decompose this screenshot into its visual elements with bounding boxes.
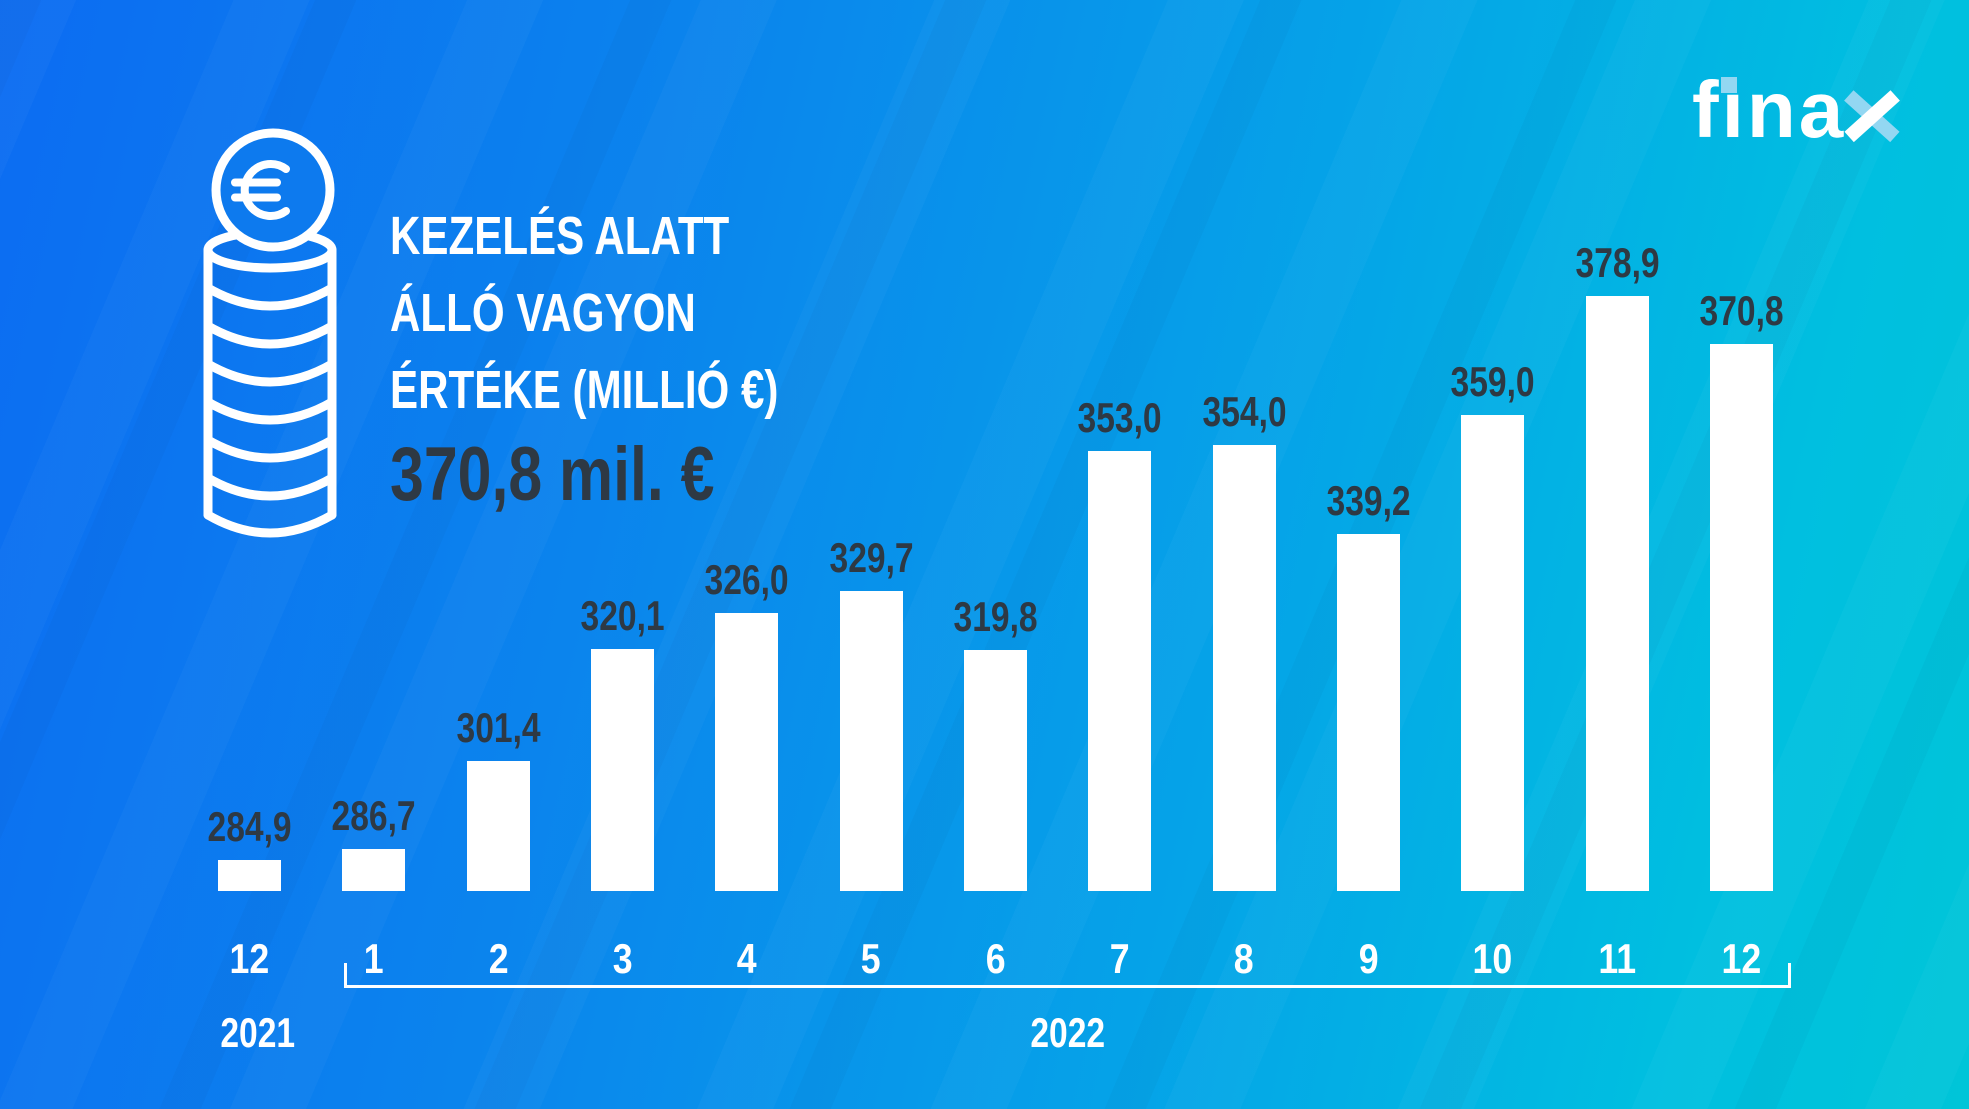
bar-value-label: 354,0 [1202,388,1287,435]
euro-coin-stack-icon [203,128,337,538]
bar-value-label: 286,7 [331,792,416,839]
bar [1461,415,1525,891]
month-axis-label: 4 [736,935,757,982]
bar [1212,445,1276,891]
bar [466,761,530,891]
month-axis-label: 12 [1721,935,1762,982]
bar [342,849,406,891]
month-axis-label: 1 [363,935,384,982]
month-axis-label: 10 [1472,935,1513,982]
bar-value-label: 329,7 [829,534,914,581]
bar-value-label: 353,0 [1077,394,1162,441]
bar [591,649,654,891]
title-line-2: ÁLLÓ VAGYON [390,283,696,343]
title-line-1: KEZELÉS ALATT [390,206,730,266]
headline-value: 370,8 mil. € [390,432,715,517]
bar [1585,296,1649,891]
bar-value-label: 284,9 [207,803,292,850]
year-label-2022: 2022 [1030,1009,1106,1056]
bar [1088,451,1152,891]
bar-value-label: 320,1 [580,592,665,639]
bar-value-label: 326,0 [704,556,789,603]
stack-bottom-arc [203,510,337,538]
bar [218,860,281,891]
bar [715,613,779,891]
bar [1710,344,1773,891]
bar [1337,534,1400,891]
stack-sides [203,245,337,520]
title-line-3: ÉRTÉKE (MILLIÓ €) [390,360,779,420]
month-axis-label: 7 [1109,935,1130,982]
month-axis-label: 5 [861,935,882,982]
bar-value-label: 370,8 [1699,287,1784,334]
month-axis-label: 8 [1234,935,1255,982]
bar-value-label: 359,0 [1450,358,1535,405]
logo-i-dot [1721,77,1737,93]
year-2022-bracket [344,963,1791,988]
logo-text: fına [1692,65,1847,154]
euro-symbol [231,160,290,220]
month-axis-label: 6 [985,935,1006,982]
bar-value-label: 339,2 [1326,477,1411,524]
month-axis-label: 9 [1358,935,1379,982]
month-axis-label: 11 [1598,935,1636,982]
month-axis-label: 12 [229,935,270,982]
bar-value-label: 319,8 [953,593,1038,640]
bar-value-label: 301,4 [456,704,541,751]
stack-layer-arcs [203,283,337,501]
year-label-2021: 2021 [220,1009,296,1056]
month-axis-label: 2 [488,935,509,982]
euro-coin-circle [211,128,335,252]
month-axis-label: 3 [612,935,633,982]
bar [839,591,903,891]
finax-logo: fına [1692,70,1900,150]
bar [964,650,1027,891]
chart-title: KEZELÉS ALATT ÁLLÓ VAGYON ÉRTÉKE (MILLIÓ… [390,198,888,429]
bar-value-label: 378,9 [1575,239,1660,286]
